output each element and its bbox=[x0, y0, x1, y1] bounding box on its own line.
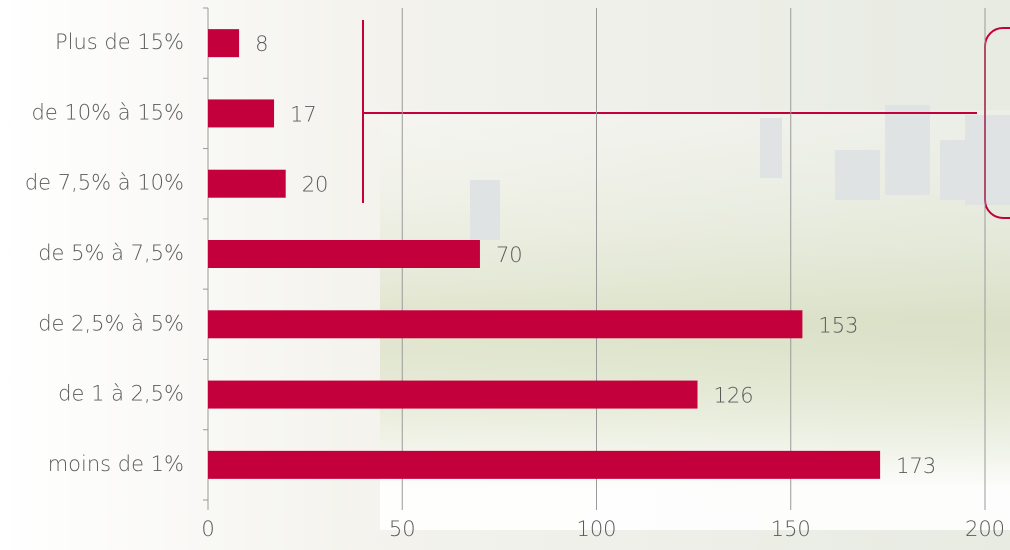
x-tick-label: 150 bbox=[771, 517, 811, 541]
bar bbox=[208, 310, 803, 339]
data-label: 153 bbox=[818, 313, 858, 337]
x-tick-label: 50 bbox=[389, 517, 416, 541]
x-tick-label: 100 bbox=[576, 517, 616, 541]
skyline bbox=[470, 105, 1010, 240]
data-label: 70 bbox=[496, 243, 523, 267]
bar bbox=[208, 240, 480, 268]
bar bbox=[208, 169, 286, 198]
y-tick-label: moins de 1% bbox=[48, 452, 184, 476]
y-tick-label: de 10% à 15% bbox=[32, 100, 185, 124]
data-label: 126 bbox=[714, 384, 754, 408]
y-tick-label: de 7,5% à 10% bbox=[25, 171, 184, 195]
bar bbox=[208, 450, 881, 479]
bar bbox=[208, 29, 240, 58]
data-label: 8 bbox=[255, 32, 268, 56]
x-tick-label: 0 bbox=[201, 517, 214, 541]
x-tick-label: 200 bbox=[965, 517, 1005, 541]
y-tick-label: Plus de 15% bbox=[55, 30, 184, 54]
y-tick-label: de 5% à 7,5% bbox=[38, 241, 184, 265]
y-tick-label: de 1 à 2,5% bbox=[58, 382, 184, 406]
data-label: 173 bbox=[896, 454, 936, 478]
bar bbox=[208, 99, 275, 128]
data-label: 20 bbox=[302, 173, 329, 197]
data-label: 17 bbox=[290, 102, 317, 126]
bar bbox=[208, 380, 698, 409]
y-tick-label: de 2,5% à 5% bbox=[38, 311, 184, 335]
